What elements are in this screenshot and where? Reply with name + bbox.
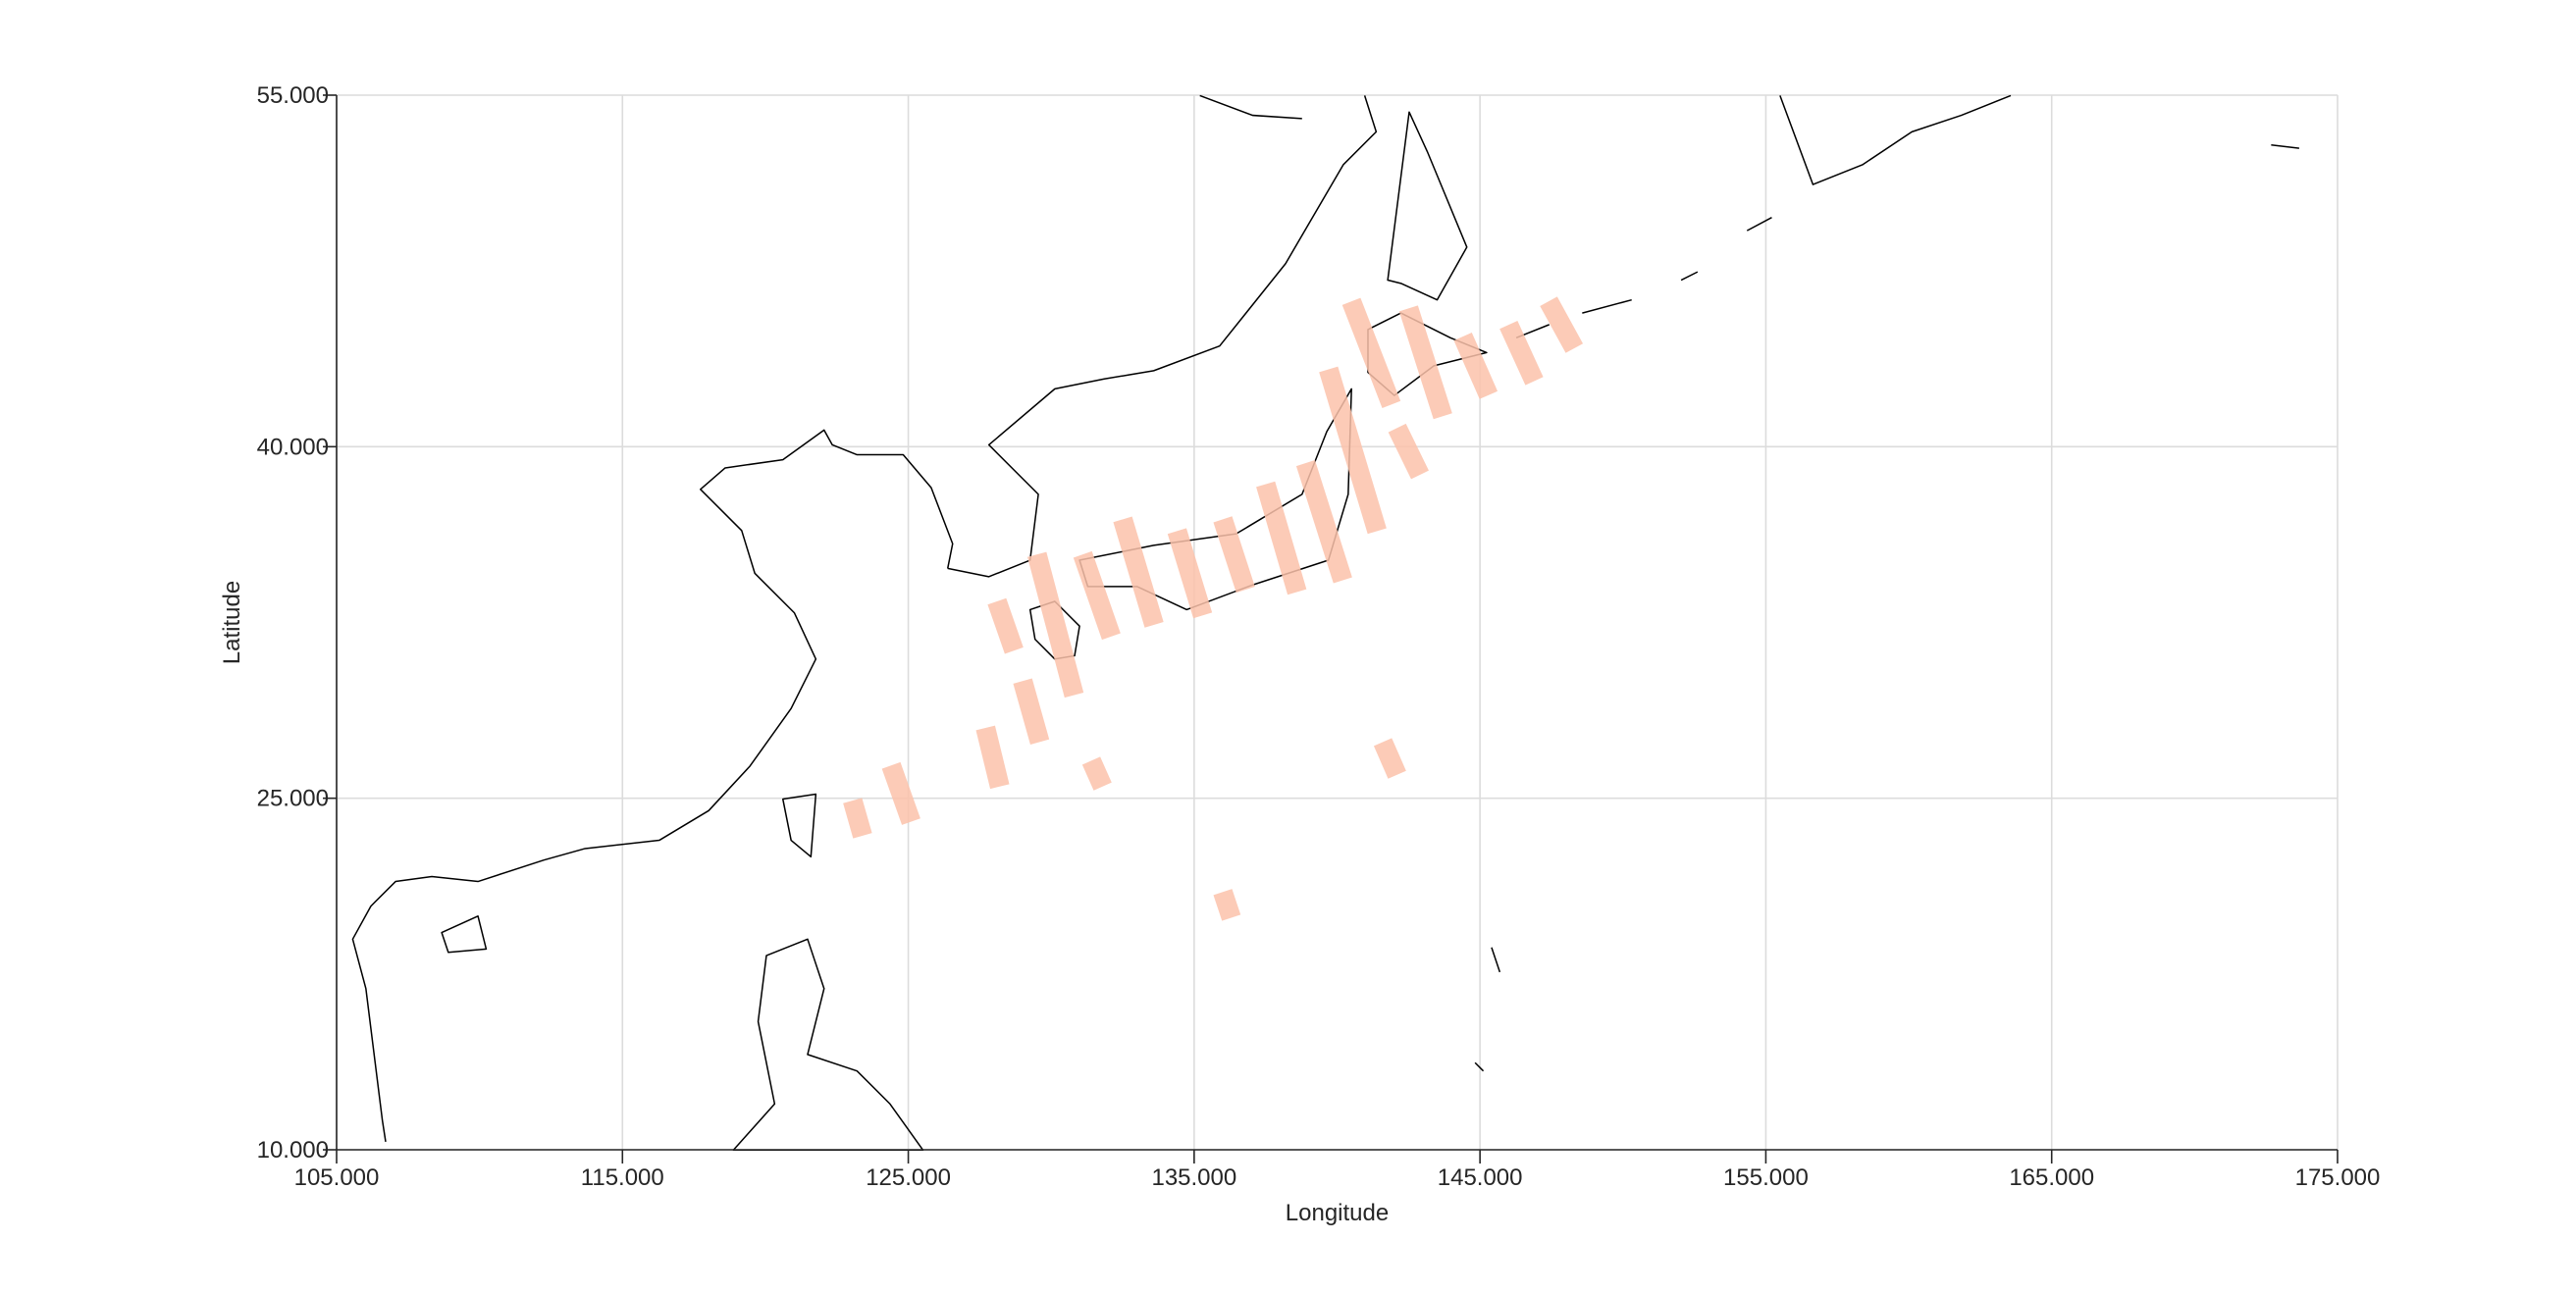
sakhalin bbox=[1387, 111, 1468, 301]
x-tick-label: 165.000 bbox=[2009, 1164, 2094, 1191]
y-tick-label: 10.000 bbox=[257, 1137, 329, 1164]
swath bbox=[1319, 366, 1387, 535]
swath bbox=[1499, 320, 1544, 386]
swath bbox=[881, 761, 920, 825]
swath bbox=[1073, 550, 1121, 641]
y-tick-label: 55.000 bbox=[257, 82, 329, 109]
x-tick-label: 175.000 bbox=[2295, 1164, 2381, 1191]
x-tick-label: 115.000 bbox=[581, 1164, 664, 1191]
asia-coast bbox=[351, 429, 954, 1143]
taiwan bbox=[782, 793, 817, 858]
swath bbox=[1540, 296, 1584, 353]
x-tick-label: 125.000 bbox=[866, 1164, 951, 1191]
swath bbox=[843, 798, 872, 839]
swath bbox=[1373, 738, 1406, 779]
philippines bbox=[732, 938, 924, 1152]
islands bbox=[1474, 144, 2299, 1072]
swath bbox=[1167, 528, 1213, 619]
swath bbox=[1213, 889, 1241, 921]
swath bbox=[1256, 481, 1307, 595]
swath bbox=[1113, 516, 1164, 628]
hainan bbox=[441, 915, 488, 954]
swath bbox=[1341, 297, 1401, 408]
swath bbox=[1081, 756, 1112, 791]
x-tick-label: 135.000 bbox=[1151, 1164, 1236, 1191]
axes: 105.000 115.000 125.000 135.000 145.000 155.0… bbox=[219, 82, 2380, 1226]
swath bbox=[1388, 423, 1429, 480]
grid bbox=[336, 94, 2339, 1151]
swath bbox=[1013, 678, 1050, 746]
kurils bbox=[1515, 217, 1772, 338]
x-tick-label: 155.000 bbox=[1723, 1164, 1809, 1191]
x-tick-label: 105.000 bbox=[294, 1164, 380, 1191]
swath bbox=[1398, 305, 1452, 420]
x-axis-label: Longitude bbox=[1286, 1200, 1389, 1226]
swath bbox=[1453, 333, 1498, 399]
coastlines bbox=[351, 94, 2299, 1152]
swath bbox=[975, 725, 1010, 790]
swath bbox=[1213, 516, 1255, 594]
y-tick-label: 25.000 bbox=[257, 786, 329, 812]
swath bbox=[987, 597, 1024, 654]
y-axis-label: Latitude bbox=[219, 581, 245, 664]
x-tick-label: 145.000 bbox=[1438, 1164, 1523, 1191]
swaths bbox=[843, 296, 1584, 921]
swath bbox=[1026, 551, 1084, 698]
kamchatka bbox=[1779, 94, 2012, 185]
swath bbox=[1295, 460, 1352, 584]
y-tick-label: 40.000 bbox=[257, 434, 329, 460]
